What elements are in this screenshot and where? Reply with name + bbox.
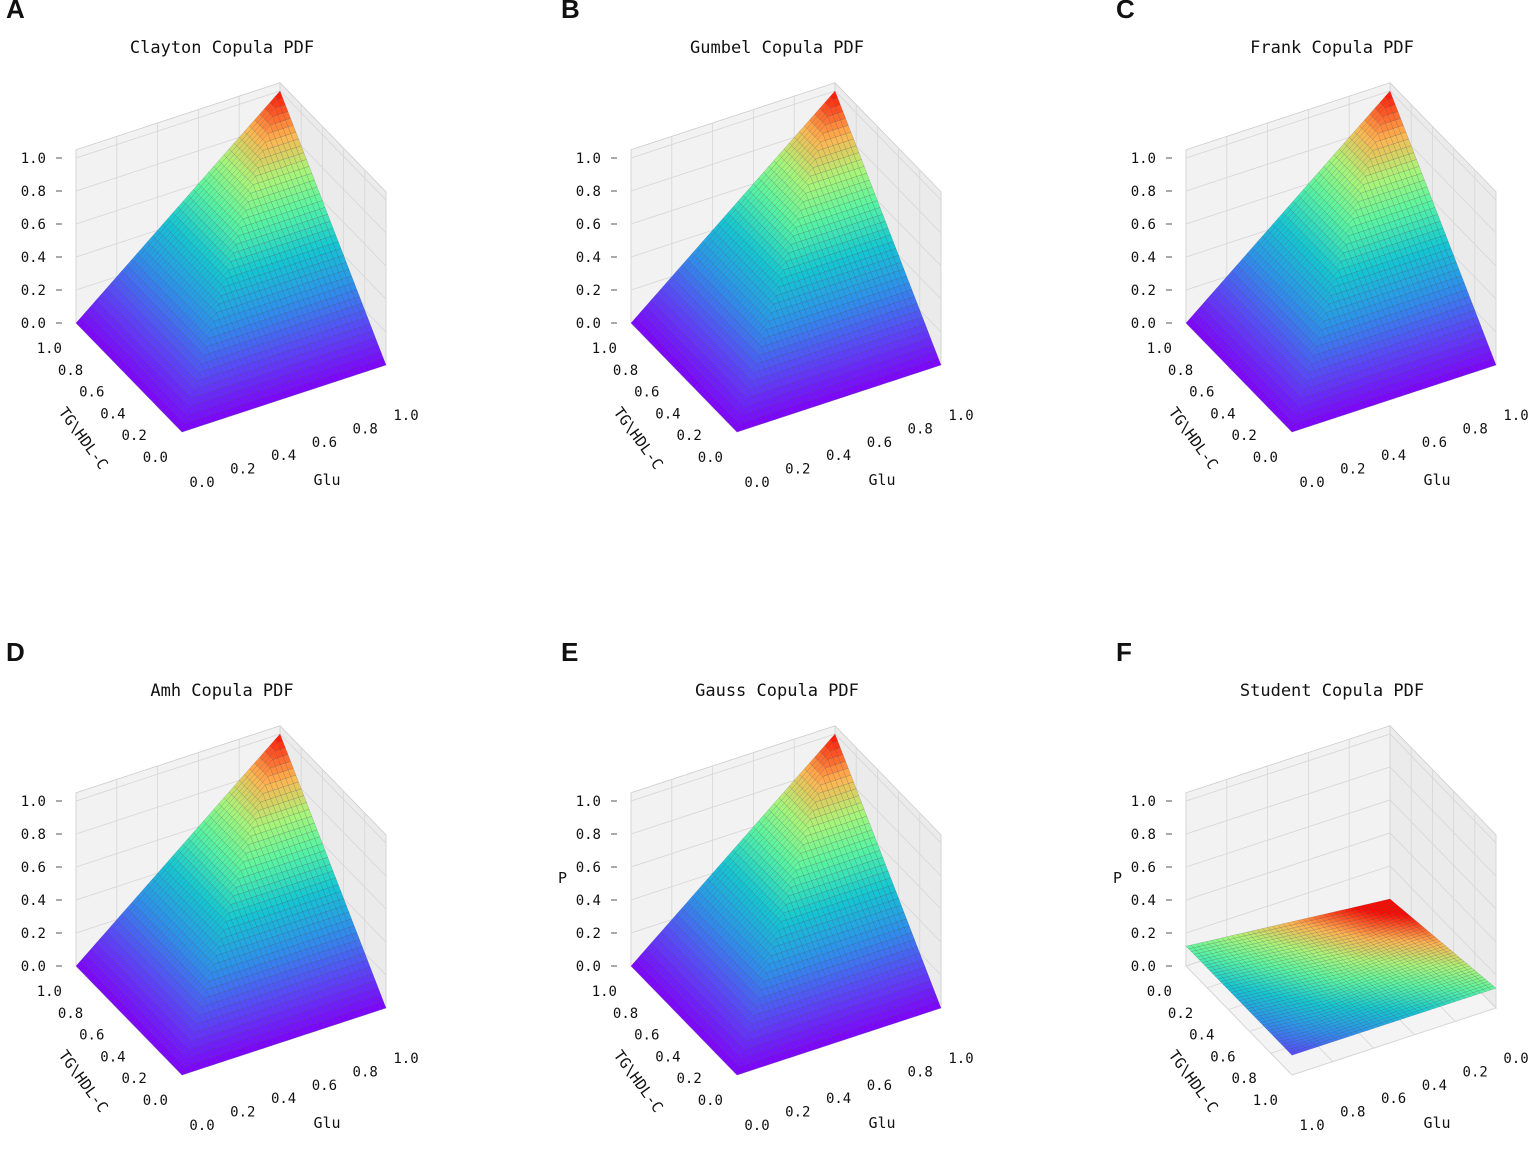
- z-tick-label: 0.6: [576, 217, 601, 233]
- x-tick-label: 0.8: [908, 421, 933, 437]
- chart-title: Clayton Copula PDF: [130, 38, 314, 58]
- z-tick-label: 0.8: [1131, 184, 1156, 200]
- chart-title: Gumbel Copula PDF: [690, 38, 864, 58]
- y-tick-label: 0.2: [677, 428, 702, 444]
- z-tick-label: 0.8: [21, 184, 46, 200]
- x-tick-label: 0.6: [867, 435, 892, 451]
- x-tick-label: 0.8: [353, 421, 378, 437]
- z-tick-label: 1.0: [1131, 151, 1156, 167]
- x-tick-label: 0.6: [312, 435, 337, 451]
- copula-chart: Gumbel Copula PDF0.00.20.40.60.81.00.00.…: [555, 0, 1095, 520]
- y-tick-label: 0.6: [1189, 385, 1214, 401]
- y-tick-label: 0.4: [1210, 406, 1235, 422]
- x-tick-label: 1.0: [948, 408, 973, 424]
- chart-title: Frank Copula PDF: [1250, 38, 1414, 58]
- z-tick-label: 0.2: [21, 283, 46, 299]
- x-tick-label: 1.0: [393, 408, 418, 424]
- x-ticks: 0.0 0.2 0.4 0.6 0.8 1.0: [744, 408, 973, 491]
- x-axis-label: Glu: [313, 471, 340, 489]
- z-tick-label: 0.8: [576, 184, 601, 200]
- x-tick-label: 0.2: [230, 462, 255, 478]
- y-tick-label: 1.0: [1147, 341, 1172, 357]
- z-ticks: 0.0 0.2 0.4 0.6 0.8 1.0: [1131, 151, 1172, 332]
- z-tick-label: 1.0: [21, 151, 46, 167]
- z-tick-label: 0.4: [21, 250, 46, 266]
- x-tick-label: 0.0: [744, 475, 769, 491]
- z-tick-label: 0.4: [576, 250, 601, 266]
- y-tick-label: 0.2: [1232, 428, 1257, 444]
- z-tick-label: 0.2: [1131, 283, 1156, 299]
- y-tick-label: 0.8: [1168, 363, 1193, 379]
- y-tick-label: 0.8: [613, 363, 638, 379]
- x-ticks: 0.00.20.40.60.81.0: [1299, 408, 1528, 491]
- y-tick-label: 0.8: [58, 363, 83, 379]
- z-tick-label: 0.4: [1131, 250, 1156, 266]
- y-tick-label: 0.6: [79, 385, 104, 401]
- x-tick-label: 0.2: [785, 462, 810, 478]
- x-tick-label: 0.2: [1340, 462, 1365, 478]
- z-tick-label: 0.0: [1131, 316, 1156, 332]
- y-tick-label: 0.0: [1253, 450, 1278, 466]
- x-axis-label: Glu: [868, 471, 895, 489]
- z-tick-label: 1.0: [576, 151, 601, 167]
- z-tick-label: 0.2: [576, 283, 601, 299]
- z-ticks: 0.0 0.2 0.4 0.6 0.8 1.0: [576, 151, 617, 332]
- y-tick-label: 0.4: [655, 406, 680, 422]
- y-tick-label: 0.0: [698, 450, 723, 466]
- y-tick-label: 0.0: [143, 450, 168, 466]
- x-tick-label: 0.4: [826, 448, 851, 464]
- z-tick-label: 0.0: [576, 316, 601, 332]
- z-tick-label: 0.6: [21, 217, 46, 233]
- x-tick-label: 0.0: [1299, 475, 1324, 491]
- copula-chart: Clayton Copula PDF0.00.20.40.60.81.00.00…: [0, 0, 540, 520]
- y-tick-label: 1.0: [592, 341, 617, 357]
- z-tick-label: 0.0: [21, 316, 46, 332]
- y-tick-label: 0.4: [100, 406, 125, 422]
- z-ticks: 0.0 0.2 0.4 0.6 0.8 1.0: [21, 151, 62, 332]
- copula-chart: Frank Copula PDF 0.0 0.2 0.4 0.6 0.8 1.0 0.0 0.2…: [1110, 0, 1535, 520]
- y-tick-label: 1.0: [37, 341, 62, 357]
- y-tick-label: 0.2: [122, 428, 147, 444]
- x-tick-label: 0.0: [189, 475, 214, 491]
- x-ticks: 0.0 0.2 0.4 0.6 0.8 1.0: [189, 408, 418, 491]
- x-tick-label: 0.4: [1381, 448, 1406, 464]
- y-tick-label: 0.6: [634, 385, 659, 401]
- z-tick-label: 0.6: [1131, 217, 1156, 233]
- x-tick-label: 0.4: [271, 448, 296, 464]
